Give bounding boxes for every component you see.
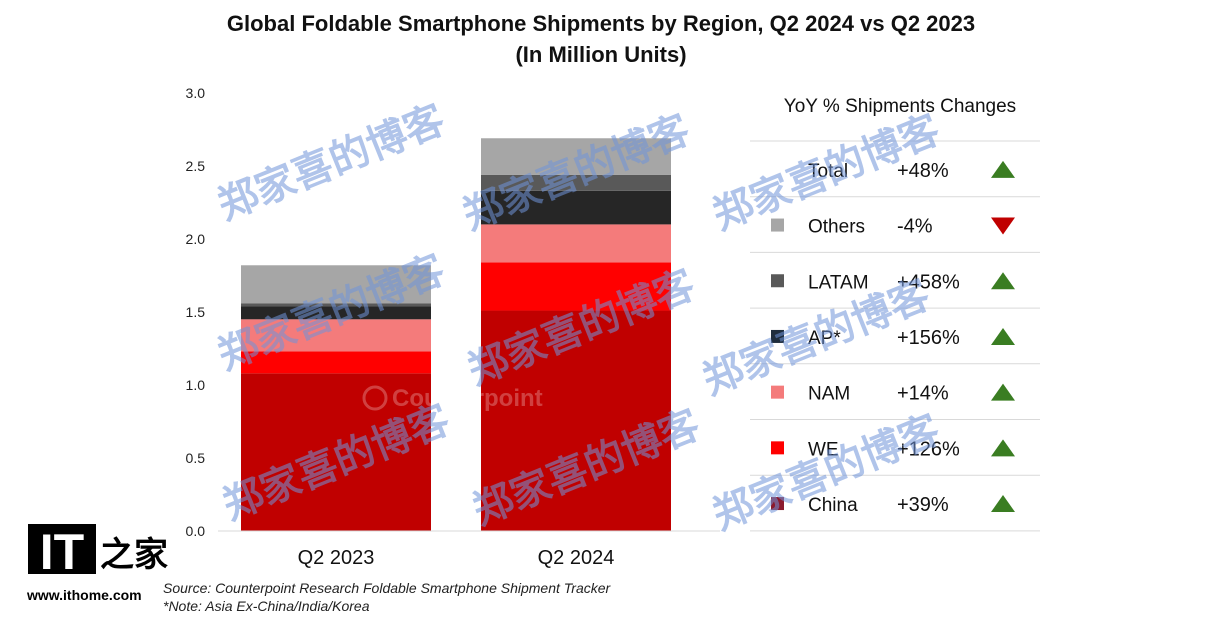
y-tick-label: 3.0	[186, 85, 206, 101]
legend-swatch	[771, 274, 784, 288]
y-tick-label: 1.0	[186, 377, 206, 393]
legend-table: YoY % Shipments Changes Total +48% Others -…	[750, 96, 1040, 532]
trend-down-icon	[991, 217, 1015, 235]
bar-latam-1	[481, 174, 671, 191]
trend-up-icon	[991, 495, 1015, 513]
x-category-label: Q2 2023	[298, 547, 375, 569]
x-category-label: Q2 2024	[538, 547, 615, 569]
ithome-url: www.ithome.com	[26, 587, 142, 603]
legend-label: Others	[808, 217, 865, 238]
trend-up-icon	[991, 327, 1015, 345]
ithome-brand-cn: 之家	[100, 535, 168, 575]
y-axis: 0.0 0.5 1.0 1.5 2.0 2.5 3.0	[186, 85, 206, 539]
legend-swatch	[771, 385, 784, 399]
legend-label: NAM	[808, 384, 850, 405]
watermark-text: 郑家喜的博客	[707, 407, 947, 540]
legend-label: WE	[808, 439, 839, 460]
legend-row-china: China +39%	[750, 494, 1040, 532]
legend-swatch	[771, 441, 784, 455]
legend-row-nam: NAM +14%	[750, 383, 1040, 420]
ithome-logo: IT 之家 www.ithome.com	[26, 524, 168, 603]
legend-row-we: WE +126%	[750, 438, 1040, 476]
bar-others-0	[241, 265, 431, 304]
legend-row-total: Total +48%	[750, 160, 1040, 198]
trend-up-icon	[991, 272, 1015, 290]
bar-nam-1	[481, 224, 671, 263]
bar-others-1	[481, 138, 671, 175]
y-tick-label: 2.0	[186, 231, 206, 247]
bar-china-1	[481, 310, 671, 531]
counterpoint-logo: Counterpoint	[362, 385, 543, 412]
trend-up-icon	[991, 160, 1015, 178]
footnote: *Note: Asia Ex-China/India/Korea	[163, 598, 370, 614]
legend-change-value: +156%	[897, 327, 960, 349]
bar-we-0	[241, 351, 431, 374]
bar-ap-1	[481, 190, 671, 225]
x-axis: Q2 2023 Q2 2024	[298, 547, 615, 569]
bar-nam-0	[241, 319, 431, 352]
legend-label: Total	[808, 161, 848, 182]
counterpoint-logo-text: Counterpoint	[392, 385, 543, 412]
legend-header: YoY % Shipments Changes	[784, 96, 1016, 117]
bar-latam-0	[241, 303, 431, 307]
legend-label: LATAM	[808, 272, 869, 293]
y-tick-label: 1.5	[186, 304, 206, 320]
legend-label: AP*	[808, 328, 841, 349]
source-note: Source: Counterpoint Research Foldable S…	[163, 580, 612, 596]
y-tick-label: 2.5	[186, 158, 206, 174]
ithome-brand-mark: IT	[40, 524, 84, 580]
legend-change-value: +126%	[897, 438, 960, 460]
watermark-text: 郑家喜的博客	[212, 97, 452, 230]
legend-change-value: +48%	[897, 160, 949, 182]
chart-title: Global Foldable Smartphone Shipments by …	[227, 11, 975, 36]
legend-row-ap: AP* +156%	[750, 327, 1040, 365]
bars: Counterpoint	[241, 138, 671, 531]
y-tick-label: 0.0	[186, 523, 206, 539]
legend-row-latam: LATAM +458%	[750, 271, 1040, 309]
bar-ap-0	[241, 306, 431, 320]
legend-change-value: +39%	[897, 494, 949, 516]
legend-swatch	[771, 497, 784, 511]
legend-label: China	[808, 495, 858, 516]
bar-china-0	[241, 373, 431, 531]
bar-we-1	[481, 262, 671, 311]
legend-swatch	[771, 329, 784, 343]
legend-change-value: -4%	[897, 216, 933, 238]
legend-row-others: Others -4%	[750, 216, 1040, 253]
trend-up-icon	[991, 383, 1015, 401]
chart-subtitle: (In Million Units)	[515, 42, 686, 67]
trend-up-icon	[991, 439, 1015, 457]
legend-change-value: +458%	[897, 271, 960, 293]
legend-change-value: +14%	[897, 383, 949, 405]
legend-swatch	[771, 218, 784, 232]
y-tick-label: 0.5	[186, 450, 206, 466]
